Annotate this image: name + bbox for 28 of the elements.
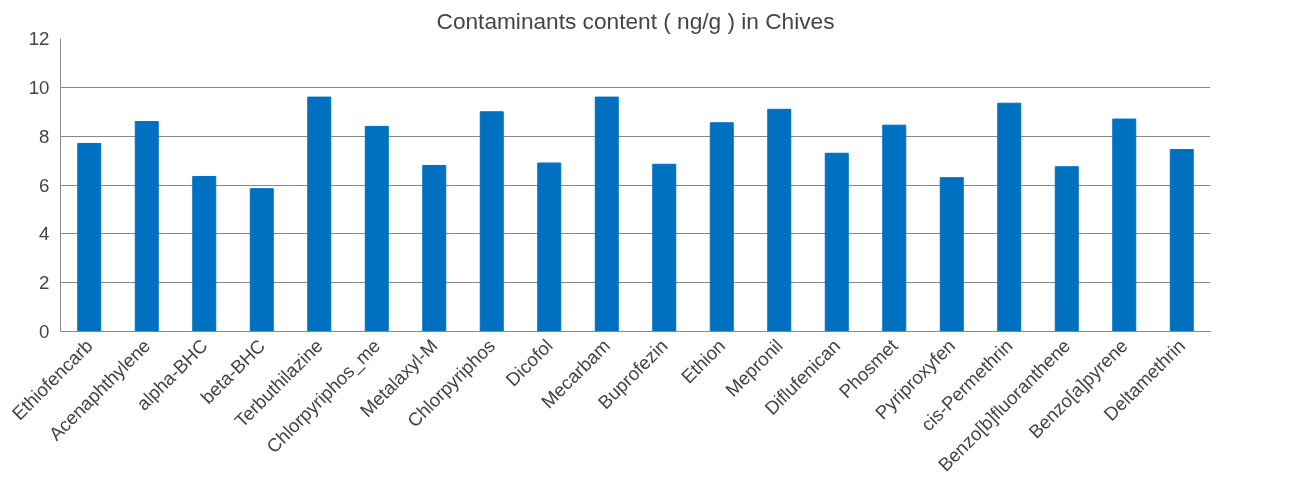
bar: [652, 163, 677, 332]
y-tick-label: 12: [28, 28, 50, 49]
bar: [939, 177, 964, 332]
bar: [997, 102, 1022, 332]
bar: [1112, 118, 1137, 332]
y-tick-label: 10: [28, 76, 50, 98]
bar: [479, 111, 504, 332]
bar: [364, 125, 389, 332]
y-tick-label: 8: [39, 125, 50, 147]
y-tick-label: 2: [39, 272, 50, 294]
bar: [1054, 166, 1079, 332]
bar: [709, 122, 734, 332]
bar: [594, 96, 619, 332]
bar: [134, 121, 159, 332]
bar: [537, 162, 562, 332]
y-tick-label: 6: [39, 174, 50, 196]
y-tick-label: 4: [39, 223, 50, 245]
bar: [307, 96, 332, 332]
bar: [77, 142, 102, 332]
bar: [882, 124, 907, 332]
bar: [422, 164, 447, 332]
y-tick-label: 0: [39, 321, 50, 342]
bar: [192, 175, 217, 332]
chart-title: Contaminants content ( ng/g ) in Chives: [436, 7, 835, 34]
bar: [824, 152, 849, 332]
bar: [1169, 149, 1194, 332]
bar: [249, 188, 274, 332]
bar: [767, 108, 792, 332]
